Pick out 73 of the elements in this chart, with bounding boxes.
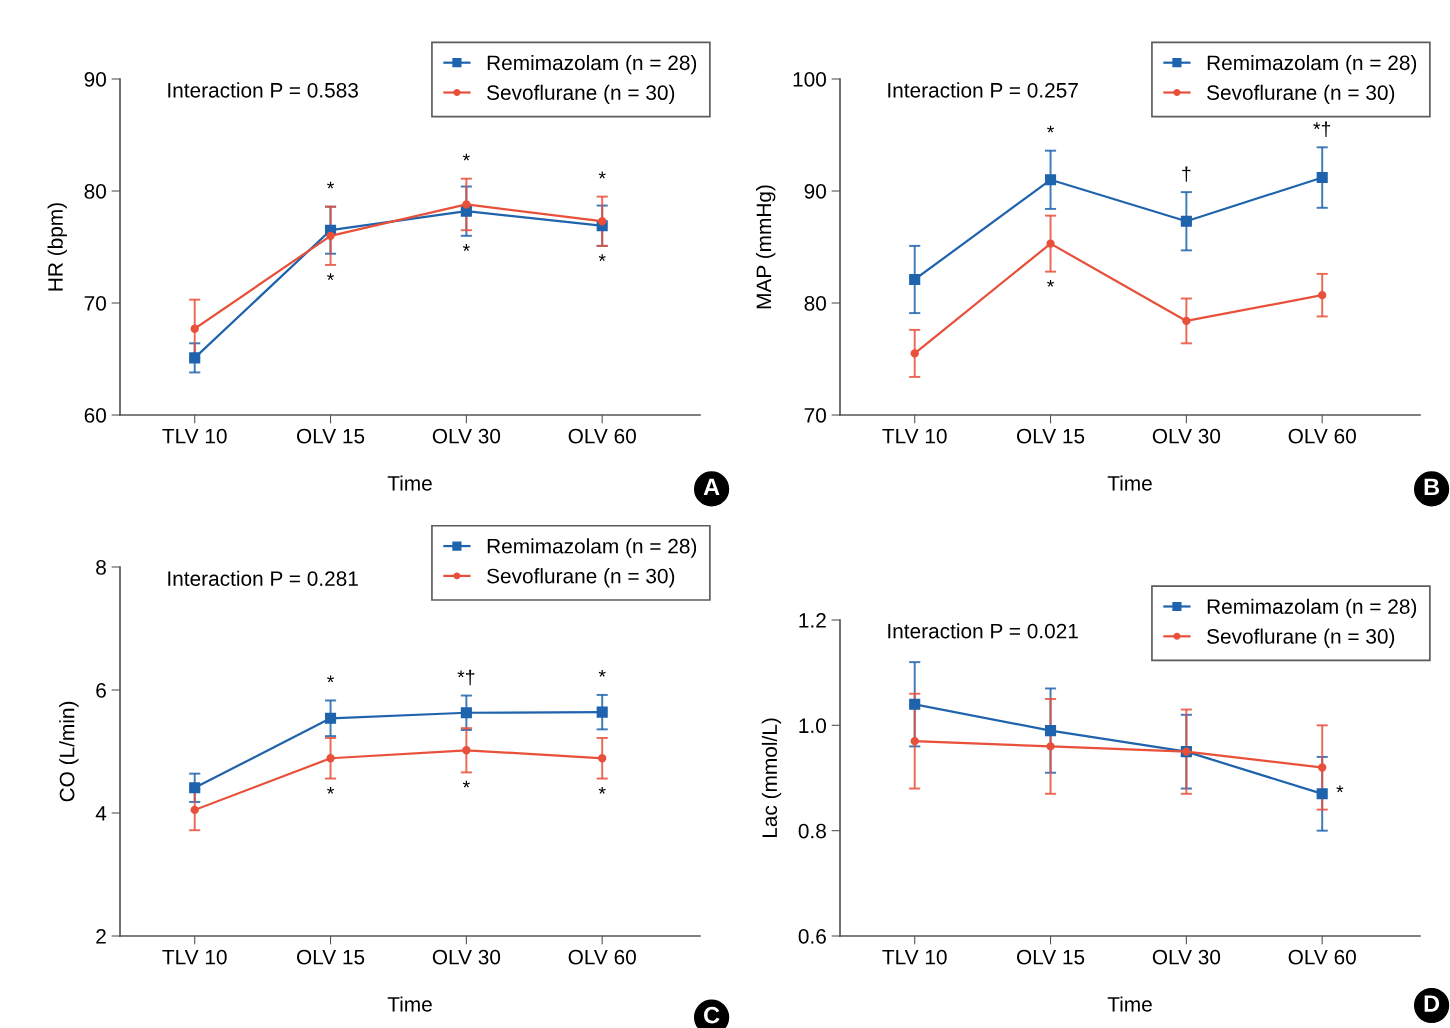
annotation: *†	[1313, 121, 1331, 137]
x-tick-label: OLV 15	[1016, 949, 1085, 965]
y-tick-label: 6	[96, 683, 106, 698]
legend-label: Sevoflurane (n = 30)	[1207, 84, 1395, 105]
text: D	[1424, 995, 1440, 1012]
y-tick-label: 100	[793, 72, 826, 87]
x-axis-title: Time	[1107, 996, 1152, 1012]
x-tick-label: OLV 15	[296, 428, 365, 444]
annotation: Interaction P = 0.257	[888, 82, 1078, 98]
x-tick-label: OLV 60	[568, 949, 636, 965]
annotation: †	[1182, 166, 1191, 182]
annotation: *	[1336, 785, 1344, 793]
y-tick-label: 0.8	[798, 823, 826, 839]
y-tick-label: 90	[84, 72, 106, 87]
x-axis-title: Time	[387, 996, 432, 1012]
annotation: *	[598, 786, 606, 794]
y-axis-title: HR (bpm)	[47, 203, 67, 291]
annotation: *	[462, 780, 470, 788]
x-tick-label: OLV 30	[1152, 428, 1221, 444]
y-axis-title: Lac (mmol/L)	[761, 718, 782, 838]
y-axis-title: MAP (mmHg)	[755, 185, 776, 309]
annotation: *	[327, 181, 335, 189]
y-tick-label: 1.2	[799, 613, 826, 628]
y-tick-label: 80	[804, 296, 826, 311]
legend-label: Sevoflurane (n = 30)	[487, 84, 675, 105]
x-tick-label: OLV 15	[1016, 428, 1085, 444]
y-tick-label: 4	[95, 806, 107, 821]
x-axis-title: Time	[387, 475, 432, 491]
legend-label: Sevoflurane (n = 30)	[1207, 628, 1395, 648]
annotation: Interaction P = 0.281	[168, 570, 358, 586]
y-tick-label: 1.0	[799, 718, 826, 734]
annotation: *	[1047, 279, 1055, 287]
legend-label: Remimazolam (n = 28)	[1207, 598, 1417, 619]
x-tick-label: TLV 10	[162, 949, 227, 965]
annotation: Interaction P = 0.021	[888, 623, 1078, 639]
annotation: Interaction P = 0.583	[168, 82, 358, 98]
x-tick-label: OLV 15	[296, 949, 365, 965]
annotation: *	[327, 786, 335, 794]
annotation: *	[327, 675, 335, 683]
y-tick-label: 2	[96, 929, 106, 944]
y-tick-label: 0.6	[798, 929, 826, 944]
annotation: *	[462, 244, 470, 251]
text: A	[703, 478, 720, 496]
x-tick-label: OLV 30	[1152, 949, 1221, 965]
x-tick-label: OLV 60	[1288, 428, 1356, 444]
x-tick-label: TLV 10	[882, 428, 947, 444]
annotation: *†	[457, 669, 475, 686]
legend-label: Remimazolam (n = 28)	[1207, 54, 1417, 75]
legend-label: Remimazolam (n = 28)	[487, 54, 697, 75]
annotation: *	[598, 171, 606, 179]
y-tick-label: 8	[96, 560, 106, 575]
y-axis-title: CO (L/min)	[59, 701, 79, 802]
legend-label: Sevoflurane (n = 30)	[487, 568, 675, 588]
x-axis-title: Time	[1107, 475, 1152, 491]
annotation: *	[1047, 125, 1055, 133]
x-tick-label: TLV 10	[882, 949, 947, 965]
x-tick-label: OLV 30	[432, 949, 501, 965]
y-tick-label: 70	[84, 296, 106, 311]
annotation: *	[462, 153, 470, 161]
y-tick-label: 70	[804, 408, 826, 423]
y-tick-label: 80	[84, 184, 106, 199]
annotation: *	[598, 254, 606, 262]
text: C	[704, 1006, 720, 1024]
annotation: *	[598, 669, 606, 677]
annotation: *	[327, 273, 335, 281]
legend-label: Remimazolam (n = 28)	[487, 538, 697, 558]
x-tick-label: OLV 60	[1288, 949, 1356, 965]
y-tick-label: 90	[804, 184, 826, 199]
x-tick-label: OLV 30	[432, 428, 501, 444]
y-tick-label: 60	[84, 408, 106, 423]
text: B	[1424, 478, 1440, 496]
x-tick-label: OLV 60	[568, 428, 636, 444]
x-tick-label: TLV 10	[162, 428, 227, 444]
